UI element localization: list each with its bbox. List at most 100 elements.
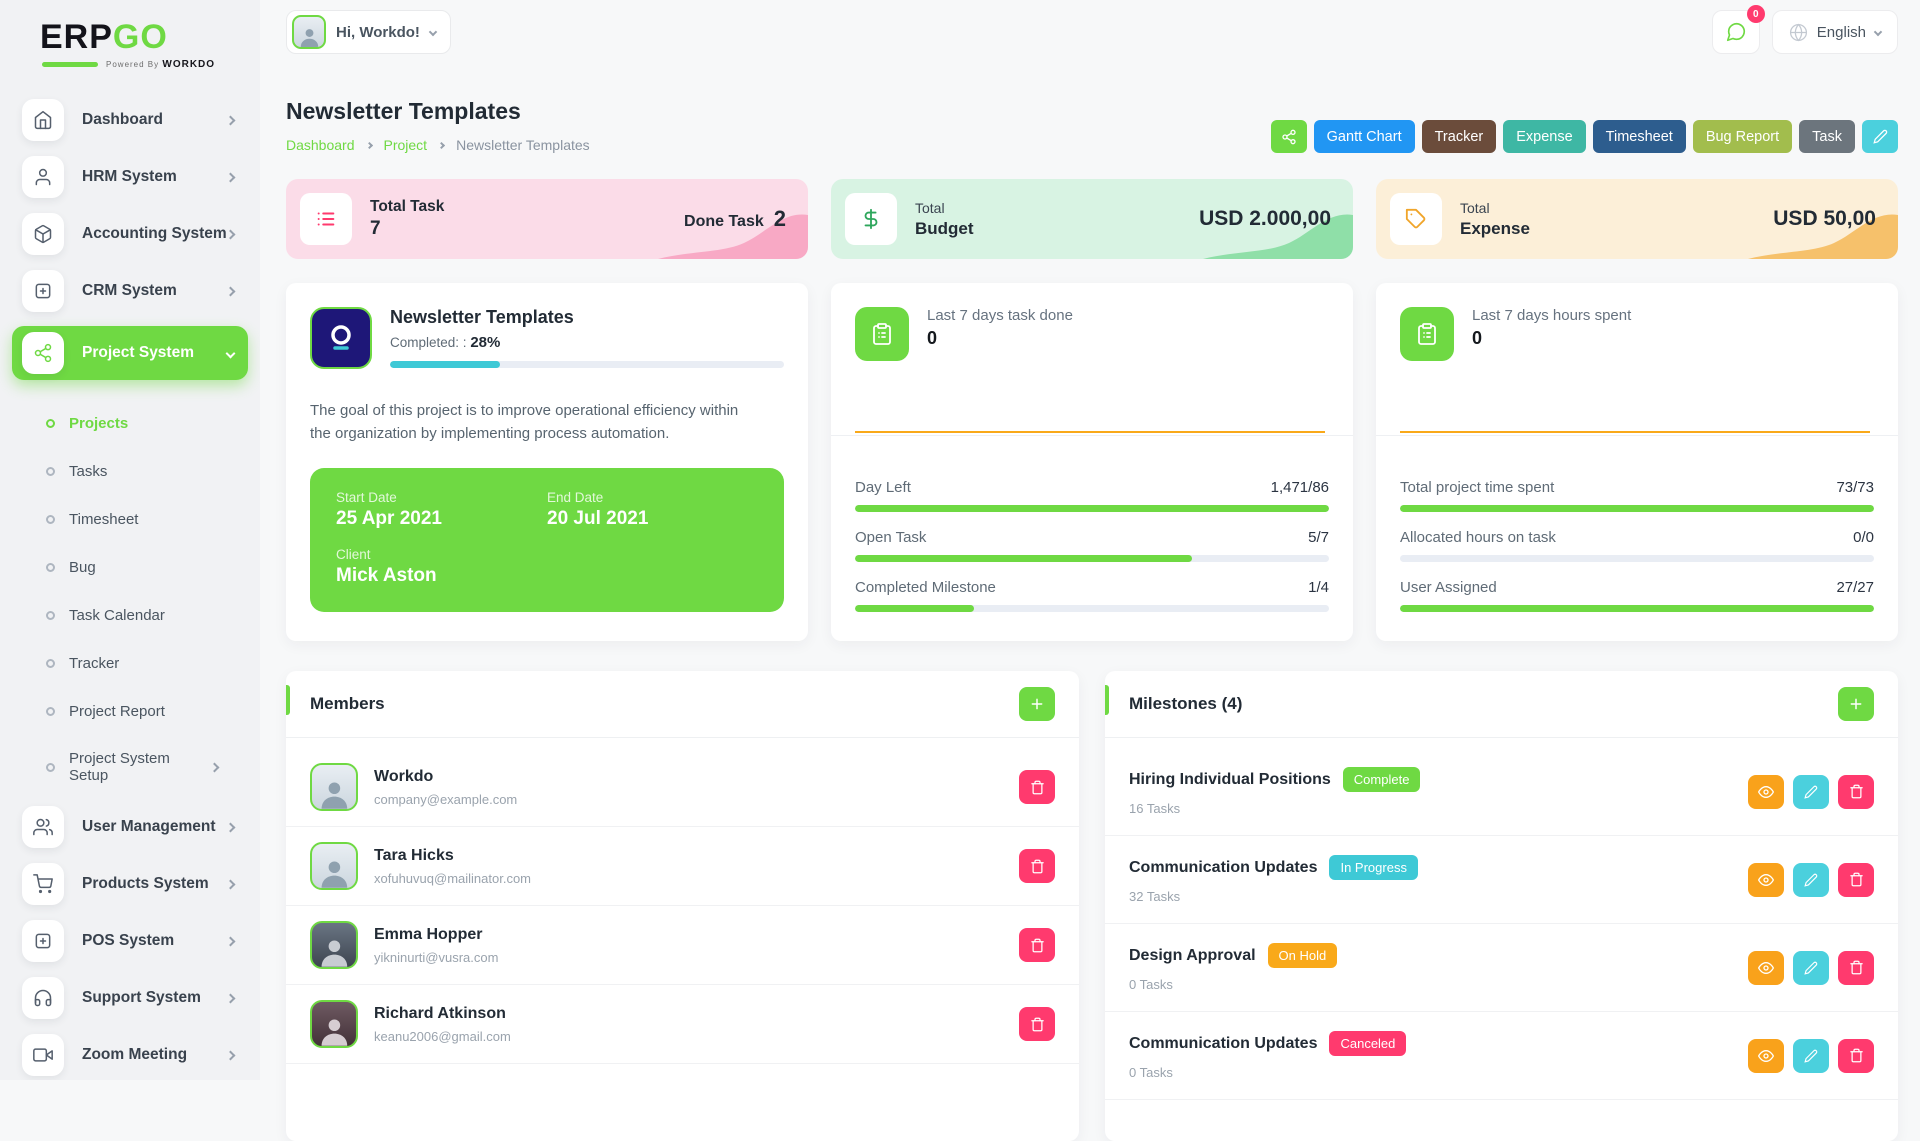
- greeting-text: Hi, Workdo!: [336, 23, 420, 41]
- eye-icon: [1758, 785, 1774, 798]
- pencil-icon: [1872, 129, 1887, 144]
- members-title: Members: [310, 694, 385, 713]
- edit-project-button[interactable]: [1862, 120, 1898, 153]
- users-icon: [22, 806, 64, 848]
- edit-milestone-button[interactable]: [1793, 1038, 1829, 1073]
- task-button[interactable]: Task: [1799, 120, 1855, 153]
- eye-icon: [1758, 1049, 1774, 1062]
- delete-member-button[interactable]: [1019, 849, 1055, 883]
- sidebar-item-dashboard[interactable]: Dashboard: [12, 98, 248, 142]
- edit-milestone-button[interactable]: [1793, 862, 1829, 897]
- user-icon: [22, 156, 64, 198]
- sidebar-item-products-system[interactable]: Products System: [12, 862, 248, 906]
- delete-milestone-button[interactable]: [1838, 1038, 1874, 1073]
- headphones-icon: [22, 977, 64, 1019]
- project-logo: [310, 307, 372, 369]
- member-avatar: [310, 921, 358, 969]
- milestone-row: Communication Updates Canceled 0 Tasks: [1105, 1012, 1898, 1100]
- timesheet-button[interactable]: Timesheet: [1592, 120, 1686, 153]
- tracker-button[interactable]: Tracker: [1421, 120, 1497, 153]
- trash-icon: [1849, 872, 1863, 887]
- milestone-name: Communication Updates: [1129, 1034, 1318, 1052]
- share-button[interactable]: [1270, 120, 1307, 153]
- milestone-task-count: 32 Tasks: [1129, 889, 1181, 904]
- member-avatar: [310, 1000, 358, 1048]
- sidebar-subitem-label: Task Calendar: [69, 606, 165, 624]
- view-milestone-button[interactable]: [1748, 774, 1784, 809]
- milestones-list: Hiring Individual Positions Complete 16 …: [1105, 748, 1898, 1100]
- sidebar-item-project-system[interactable]: Project System: [12, 326, 248, 380]
- sidebar-item-support-system[interactable]: Support System: [12, 976, 248, 1020]
- expense-button[interactable]: Expense: [1503, 120, 1586, 153]
- sidebar-item-user-management[interactable]: User Management: [12, 805, 248, 849]
- sidebar-subitem-tasks[interactable]: Tasks: [46, 447, 248, 495]
- bullet-icon: [46, 466, 55, 476]
- task-sparkline-chart: [855, 415, 1325, 433]
- breadcrumb-dashboard[interactable]: Dashboard: [286, 137, 355, 153]
- logo-text-go: GO: [112, 18, 168, 56]
- member-name: Emma Hopper: [374, 925, 483, 943]
- app-logo[interactable]: ERPGO Powered By WORKDO: [0, 12, 260, 70]
- progress-bar: [1400, 605, 1874, 612]
- video-icon: [22, 1034, 64, 1076]
- share-icon: [1281, 129, 1296, 144]
- breadcrumb-project[interactable]: Project: [383, 137, 428, 153]
- view-milestone-button[interactable]: [1748, 950, 1784, 985]
- page-header: Newsletter Templates Dashboard Project N…: [286, 98, 1898, 153]
- sidebar-item-crm-system[interactable]: CRM System: [12, 269, 248, 313]
- trash-icon: [1030, 1017, 1044, 1031]
- bug-report-button[interactable]: Bug Report: [1692, 120, 1793, 153]
- sidebar-subitem-task-calendar[interactable]: Task Calendar: [46, 591, 248, 639]
- member-email: yikninurti@vusra.com: [374, 949, 499, 965]
- summary-title: Last 7 days hours spent: [1472, 307, 1632, 324]
- sidebar-subitem-label: Tasks: [69, 462, 108, 480]
- topbar: Hi, Workdo! 0 English: [286, 5, 1898, 54]
- chevron-down-icon: [225, 348, 236, 358]
- delete-member-button[interactable]: [1019, 928, 1055, 962]
- sidebar-subitem-project-system-setup[interactable]: Project System Setup: [46, 735, 248, 799]
- view-milestone-button[interactable]: [1748, 1038, 1784, 1073]
- language-selector[interactable]: English: [1771, 10, 1898, 54]
- delete-member-button[interactable]: [1019, 1007, 1055, 1041]
- delete-milestone-button[interactable]: [1838, 950, 1874, 985]
- trash-icon: [1849, 1048, 1863, 1063]
- messages-button[interactable]: 0: [1711, 5, 1765, 54]
- sidebar-item-accounting-system[interactable]: Accounting System: [12, 212, 248, 256]
- completed-label: Completed: :: [390, 335, 467, 350]
- chevron-down-icon: [1873, 27, 1883, 37]
- edit-milestone-button[interactable]: [1793, 950, 1829, 985]
- sidebar-subitem-projects[interactable]: Projects: [46, 399, 248, 447]
- sidebar-subitem-project-report[interactable]: Project Report: [46, 687, 248, 735]
- summary-title: Last 7 days task done: [927, 307, 1073, 324]
- user-menu[interactable]: Hi, Workdo!: [286, 10, 451, 54]
- globe-icon: [1789, 23, 1807, 41]
- add-member-button[interactable]: [1019, 687, 1055, 721]
- divider: [1376, 435, 1898, 436]
- page-toolbar: Gantt Chart Tracker Expense Timesheet Bu…: [1270, 120, 1898, 153]
- bullet-icon: [46, 514, 55, 524]
- bullet-icon: [46, 562, 55, 572]
- sidebar-item-pos-system[interactable]: POS System: [12, 919, 248, 963]
- sidebar-subitem-bug[interactable]: Bug: [46, 543, 248, 591]
- powered-by-label: Powered By: [106, 60, 160, 69]
- edit-milestone-button[interactable]: [1793, 774, 1829, 809]
- sidebar-item-zoom-meeting[interactable]: Zoom Meeting: [12, 1033, 248, 1077]
- sidebar-item-label: Support System: [82, 989, 201, 1006]
- sidebar-item-hrm-system[interactable]: HRM System: [12, 155, 248, 199]
- sidebar-subitem-tracker[interactable]: Tracker: [46, 639, 248, 687]
- member-row: Emma Hopper yikninurti@vusra.com: [286, 906, 1079, 985]
- progress-row-completed-milestone: Completed Milestone 1/4: [855, 579, 1329, 612]
- gantt-chart-button[interactable]: Gantt Chart: [1313, 120, 1415, 153]
- sidebar-subitem-timesheet[interactable]: Timesheet: [46, 495, 248, 543]
- progress-bar: [855, 505, 1329, 512]
- delete-milestone-button[interactable]: [1838, 774, 1874, 809]
- accent-bar: [1105, 685, 1109, 715]
- view-milestone-button[interactable]: [1748, 862, 1784, 897]
- trash-icon: [1030, 938, 1044, 952]
- price-tag-icon: [1390, 193, 1442, 245]
- add-milestone-button[interactable]: [1838, 687, 1874, 721]
- delete-milestone-button[interactable]: [1838, 862, 1874, 897]
- notification-badge: 0: [1746, 5, 1765, 23]
- delete-member-button[interactable]: [1019, 770, 1055, 804]
- logo-underline: [42, 62, 98, 67]
